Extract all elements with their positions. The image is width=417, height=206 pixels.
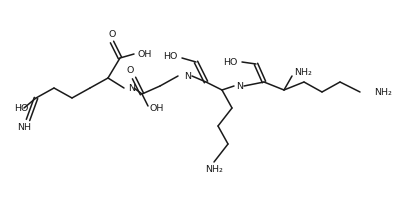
Text: OH: OH — [150, 103, 164, 112]
Text: O: O — [108, 29, 116, 39]
Text: HO: HO — [14, 103, 28, 112]
Text: NH: NH — [17, 124, 31, 132]
Text: HO: HO — [224, 57, 238, 67]
Text: O: O — [126, 66, 134, 75]
Text: NH₂: NH₂ — [205, 165, 223, 174]
Text: N: N — [236, 82, 243, 90]
Text: OH: OH — [138, 49, 152, 59]
Text: N: N — [184, 71, 191, 81]
Text: NH₂: NH₂ — [374, 88, 392, 96]
Text: N: N — [128, 83, 135, 92]
Text: HO: HO — [163, 52, 178, 61]
Text: NH₂: NH₂ — [294, 68, 312, 76]
